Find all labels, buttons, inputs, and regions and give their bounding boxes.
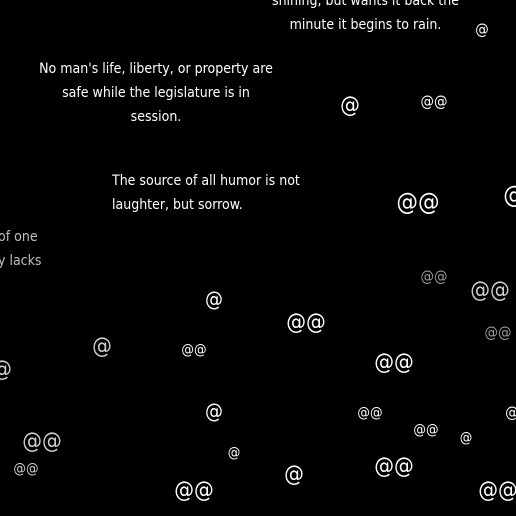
at-sign-icon: @	[92, 334, 112, 359]
double-at-sign-icon: @@	[357, 405, 383, 421]
double-at-sign-icon: @@	[13, 461, 39, 477]
quote-partial-left: of one y lacks	[0, 225, 41, 273]
quote-line: session.	[130, 109, 182, 125]
quote-line: laughter, but sorrow.	[112, 197, 243, 213]
at-sign-icon: @	[205, 399, 223, 423]
at-sign-icon: @	[284, 462, 304, 487]
double-at-sign-icon: @@	[374, 350, 414, 375]
quote-line: The source of all humor is not	[112, 173, 300, 189]
double-at-sign-icon: @@	[484, 323, 512, 342]
double-at-sign-icon: @@	[174, 478, 214, 503]
double-at-sign-icon: @@	[413, 422, 439, 438]
at-sign-icon: @	[0, 359, 12, 381]
double-at-sign-icon: @@	[286, 310, 326, 335]
quote-line: minute it begins to rain.	[289, 17, 442, 33]
double-at-sign-icon: @@	[420, 92, 448, 111]
at-sign-icon: @	[503, 183, 516, 207]
at-sign-icon: @	[227, 445, 241, 461]
quote-line: safe while the legislature is in	[62, 85, 250, 101]
quote-legislature: No man's life, liberty, or property are …	[36, 57, 276, 129]
quote-line: No man's life, liberty, or property are	[39, 61, 273, 77]
double-at-sign-icon: @@	[396, 188, 440, 216]
quote-line: y lacks	[0, 253, 42, 269]
quote-rain: shining, but wants it back the minute it…	[268, 0, 463, 37]
double-at-sign-icon: @@	[374, 454, 414, 479]
double-at-sign-icon: @@	[22, 429, 62, 454]
at-sign-icon: @	[340, 93, 360, 118]
at-sign-icon: @	[459, 430, 473, 446]
double-at-sign-icon: @@	[470, 278, 510, 303]
at-sign-icon: @	[505, 405, 516, 421]
quote-line: of one	[0, 229, 38, 245]
double-at-sign-icon: @@	[478, 478, 516, 503]
quote-line: shining, but wants it back the	[272, 0, 459, 9]
double-at-sign-icon: @@	[181, 342, 207, 358]
quote-humor: The source of all humor is not laughter,…	[112, 169, 300, 217]
at-sign-icon: @	[475, 20, 489, 39]
double-at-sign-icon: @@	[420, 267, 448, 286]
at-sign-icon: @	[205, 287, 223, 311]
